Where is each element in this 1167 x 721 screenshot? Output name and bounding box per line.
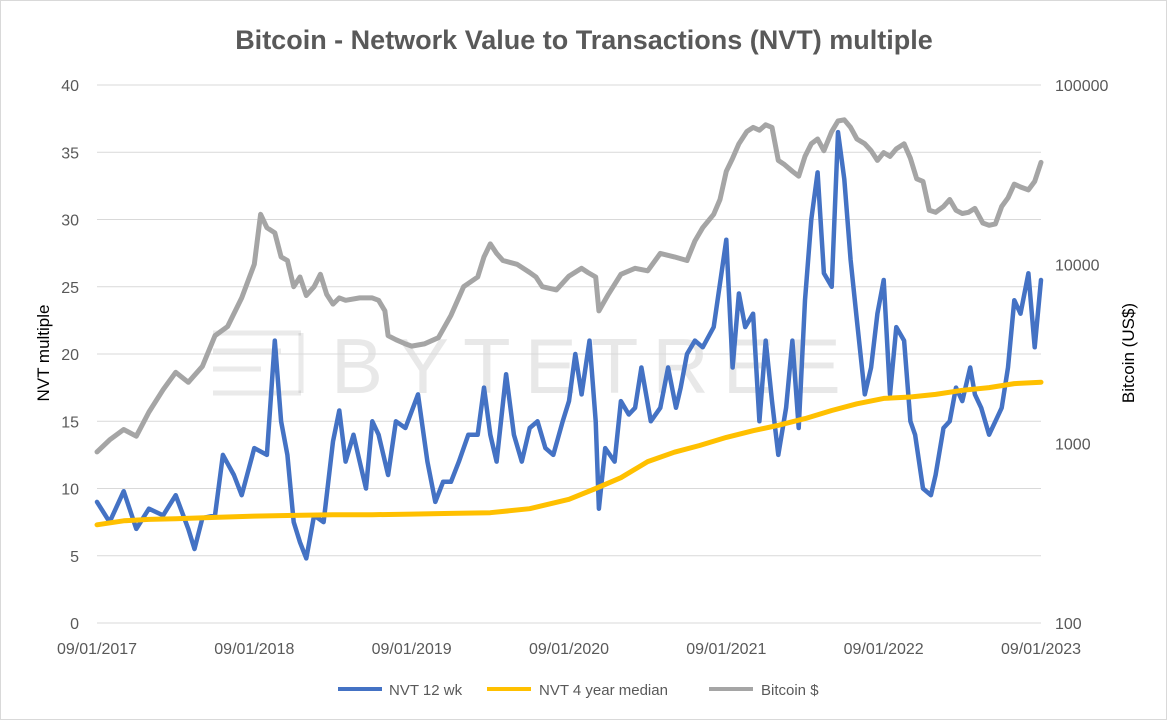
chart-title: Bitcoin - Network Value to Transactions … (235, 25, 933, 55)
x-tick-label: 09/01/2018 (214, 641, 294, 658)
legend-item-bitcoin: Bitcoin $ (709, 682, 819, 699)
legend-item-nvt-4yr-median: NVT 4 year median (487, 682, 668, 699)
x-tick-label: 09/01/2023 (1001, 641, 1081, 658)
legend-item-nvt-12wk: NVT 12 wk (338, 682, 463, 699)
y-left-tick-label: 30 (61, 213, 79, 230)
y-left-tick-label: 25 (61, 280, 79, 297)
y-left-tick-label: 20 (61, 347, 79, 364)
x-tick-label: 09/01/2019 (372, 641, 452, 658)
x-tick-label: 09/01/2021 (686, 641, 766, 658)
left-axis-ticks: 0 5 10 15 20 25 30 35 40 (61, 78, 79, 633)
x-axis-ticks: 09/01/2017 09/01/2018 09/01/2019 09/01/2020… (57, 641, 1081, 658)
legend: NVT 12 wk NVT 4 year median Bitcoin $ (338, 682, 819, 699)
bitcoin-price-line (94, 117, 1044, 455)
y-right-tick-label: 100000 (1055, 78, 1108, 95)
legend-label-nvt-12wk: NVT 12 wk (389, 682, 463, 699)
series-lines (94, 117, 1044, 561)
x-tick-label: 09/01/2022 (844, 641, 924, 658)
y-right-tick-label: 1000 (1055, 437, 1091, 454)
right-axis-ticks: 100 1000 10000 100000 (1055, 78, 1108, 633)
x-tick-label: 09/01/2017 (57, 641, 137, 658)
y-right-tick-label: 10000 (1055, 257, 1100, 274)
legend-label-nvt-4yr-median: NVT 4 year median (539, 682, 668, 699)
legend-label-bitcoin: Bitcoin $ (761, 682, 819, 699)
nvt-4yr-median-line (94, 379, 1044, 528)
y-left-tick-label: 15 (61, 414, 79, 431)
y-right-tick-label: 100 (1055, 616, 1082, 633)
y-left-tick-label: 5 (70, 549, 79, 566)
y-left-tick-label: 35 (61, 145, 79, 162)
y-right-axis-title: Bitcoin (US$) (1119, 303, 1138, 403)
gridlines (97, 84, 1041, 624)
nvt-12wk-line (94, 129, 1044, 561)
bytetree-logo-icon (213, 330, 304, 396)
y-left-tick-label: 10 (61, 482, 79, 499)
y-left-axis-title: NVT multiple (34, 305, 53, 402)
y-left-tick-label: 40 (61, 78, 79, 95)
x-tick-label: 09/01/2020 (529, 641, 609, 658)
y-left-tick-label: 0 (70, 616, 79, 633)
